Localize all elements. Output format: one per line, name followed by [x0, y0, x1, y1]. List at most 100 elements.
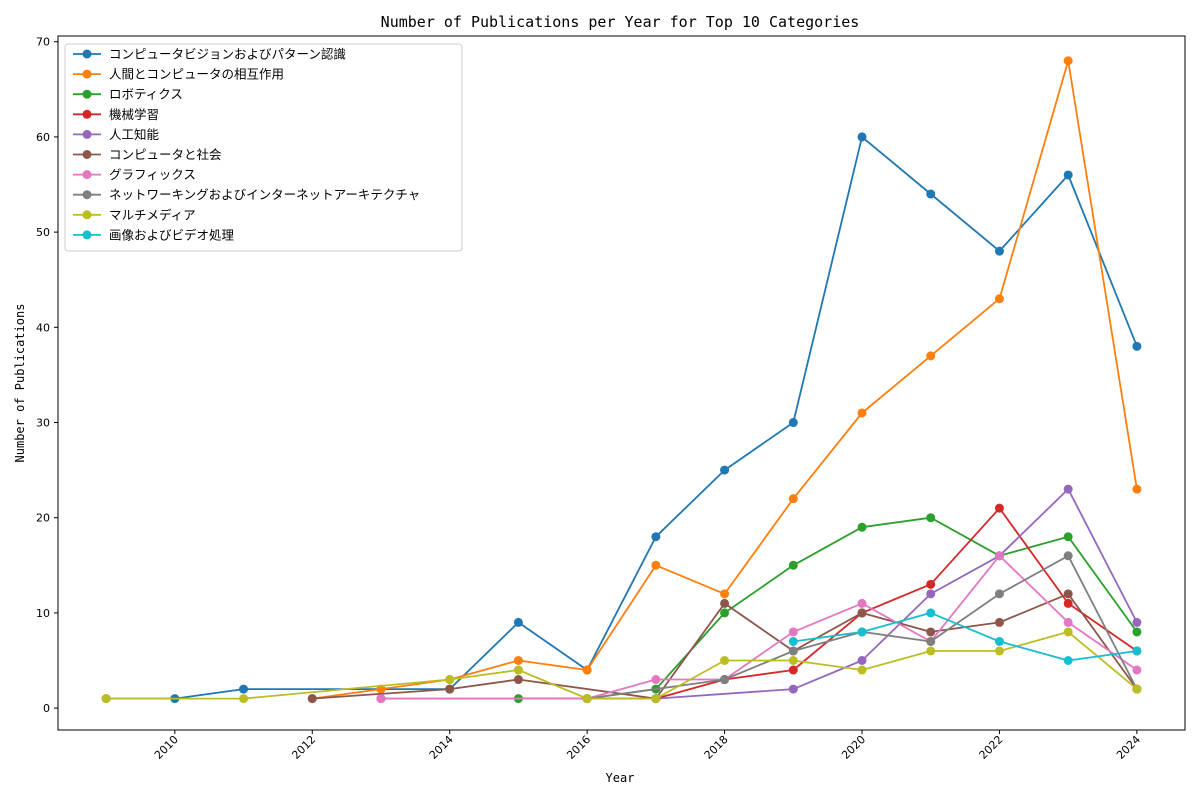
- legend-label: 人工知能: [109, 127, 160, 142]
- y-tick-label: 20: [36, 512, 50, 525]
- series-line: [381, 554, 1138, 700]
- series-10: [788, 608, 1142, 666]
- data-point: [1063, 484, 1073, 494]
- data-point: [720, 598, 730, 608]
- data-point: [1063, 598, 1073, 608]
- series-layer: [101, 56, 1142, 704]
- y-tick-label: 0: [43, 702, 50, 715]
- legend-entry: マルチメディア: [73, 207, 196, 222]
- data-point: [1063, 656, 1073, 666]
- data-point: [857, 665, 867, 675]
- legend-entry: 人間とコンピュータの相互作用: [73, 67, 284, 82]
- data-point: [1132, 627, 1142, 637]
- legend-box: [64, 43, 463, 252]
- data-point: [1132, 617, 1142, 627]
- series-7: [376, 551, 1142, 704]
- data-point: [1132, 665, 1142, 675]
- data-point: [1063, 627, 1073, 637]
- data-point: [239, 694, 249, 704]
- data-point: [788, 684, 798, 694]
- series-5: [376, 484, 1142, 704]
- x-tick-label: 2024: [1114, 733, 1143, 762]
- data-point: [445, 684, 455, 694]
- legend-entry: ネットワーキングおよびインターネットアーキテクチャ: [73, 187, 420, 202]
- x-tick-label: 2022: [977, 733, 1006, 762]
- data-point: [857, 408, 867, 418]
- chart-title: Number of Publications per Year for Top …: [381, 13, 860, 31]
- legend-swatch-marker: [82, 49, 92, 59]
- data-point: [513, 656, 523, 666]
- series-line: [518, 516, 1138, 700]
- legend-label: マルチメディア: [109, 207, 196, 222]
- data-point: [720, 656, 730, 666]
- data-point: [994, 503, 1004, 513]
- x-tick-label: 2012: [289, 733, 318, 762]
- legend-swatch-marker: [82, 150, 92, 159]
- data-point: [307, 694, 317, 704]
- x-tick-label: 2016: [564, 733, 593, 762]
- data-point: [994, 617, 1004, 627]
- data-point: [994, 636, 1004, 646]
- data-point: [926, 608, 936, 618]
- data-point: [651, 532, 661, 542]
- data-point: [1063, 56, 1073, 66]
- data-point: [994, 294, 1004, 304]
- data-point: [376, 694, 386, 704]
- data-point: [239, 684, 249, 694]
- data-point: [651, 694, 661, 704]
- x-tick-label: 2010: [152, 733, 181, 762]
- x-tick-label: 2020: [839, 733, 868, 762]
- legend-entry: ロボティクス: [73, 87, 183, 102]
- legend-swatch-marker: [82, 210, 92, 220]
- data-point: [788, 636, 798, 646]
- data-point: [926, 189, 936, 199]
- data-point: [1063, 551, 1073, 561]
- legend-label: 人間とコンピュータの相互作用: [109, 67, 284, 82]
- legend-swatch-marker: [82, 89, 92, 99]
- data-point: [582, 694, 592, 704]
- data-point: [513, 617, 523, 627]
- x-tick-label: 2014: [427, 733, 456, 762]
- data-point: [788, 646, 798, 656]
- data-point: [926, 636, 936, 646]
- data-point: [994, 246, 1004, 256]
- y-tick-label: 30: [36, 417, 50, 430]
- legend-entry: コンピュータビジョンおよびパターン認識: [73, 47, 346, 62]
- data-point: [926, 513, 936, 523]
- data-point: [1063, 532, 1073, 542]
- data-point: [720, 589, 730, 599]
- data-point: [788, 627, 798, 637]
- data-point: [1132, 646, 1142, 656]
- data-point: [720, 465, 730, 475]
- data-point: [445, 675, 455, 685]
- legend-label: コンピュータビジョンおよびパターン認識: [109, 47, 346, 62]
- data-point: [788, 560, 798, 570]
- legend-label: 機械学習: [109, 107, 159, 122]
- series-1: [101, 132, 1142, 704]
- data-point: [1132, 341, 1142, 351]
- legend-entry: グラフィックス: [73, 167, 196, 182]
- data-point: [926, 351, 936, 361]
- legend-swatch-marker: [82, 190, 92, 200]
- data-point: [720, 675, 730, 685]
- data-point: [926, 627, 936, 637]
- y-tick-label: 60: [36, 131, 50, 144]
- data-point: [994, 551, 1004, 561]
- legend-swatch-marker: [82, 129, 92, 139]
- data-point: [926, 579, 936, 589]
- legend-entry: 人工知能: [73, 127, 160, 142]
- data-point: [788, 656, 798, 666]
- data-point: [857, 627, 867, 637]
- data-point: [857, 132, 867, 142]
- data-point: [651, 675, 661, 685]
- y-tick-label: 70: [36, 36, 50, 49]
- legend-label: グラフィックス: [109, 167, 196, 182]
- legend-swatch-marker: [82, 230, 92, 240]
- data-point: [513, 675, 523, 685]
- series-9: [101, 627, 1142, 704]
- legend-label: コンピュータと社会: [109, 147, 222, 162]
- data-point: [651, 560, 661, 570]
- data-point: [582, 665, 592, 675]
- data-point: [857, 608, 867, 618]
- legend-entry: コンピュータと社会: [73, 147, 222, 162]
